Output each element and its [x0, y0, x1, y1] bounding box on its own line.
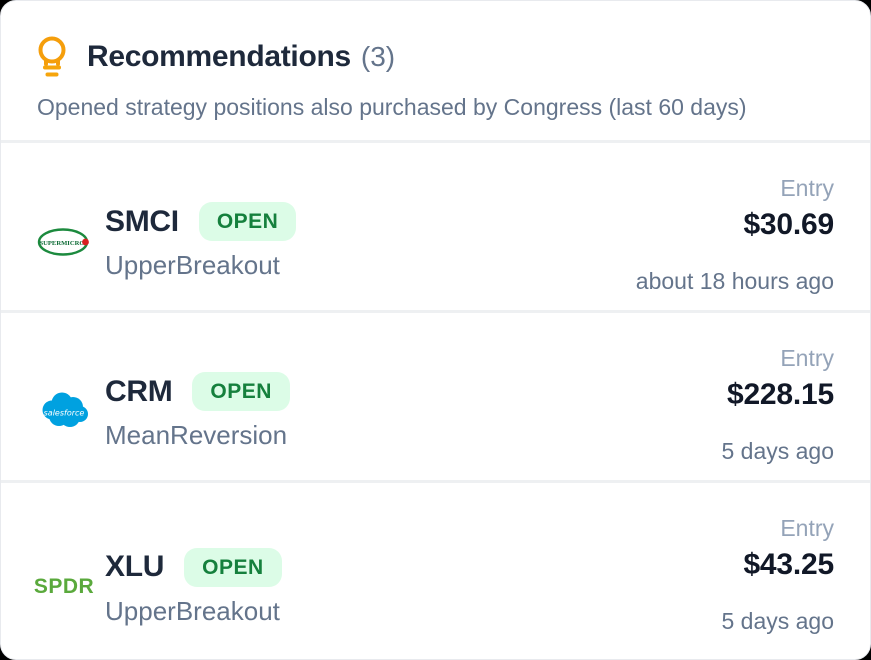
page-title: Recommendations [87, 40, 351, 73]
entry-price: $30.69 [743, 208, 834, 241]
ticker-line: SMCI OPEN [105, 202, 297, 241]
entry-price: $43.25 [743, 548, 834, 581]
divider [1, 140, 870, 143]
card-subtitle: Opened strategy positions also purchased… [37, 94, 747, 120]
row-left: salesforce CRM OPEN MeanReversion [37, 343, 290, 480]
name-block: CRM OPEN MeanReversion [105, 372, 290, 451]
status-badge: OPEN [184, 547, 282, 587]
divider [1, 310, 870, 313]
title-text-group: Recommendations (3) [87, 40, 395, 74]
strategy-name: UpperBreakout [105, 595, 280, 626]
recommendations-count: (3) [360, 41, 396, 72]
divider [1, 480, 870, 483]
row-left: SUPERMICRO SMCI OPEN UpperBreakout [37, 173, 297, 310]
name-block: XLU OPEN UpperBreakout [105, 547, 282, 627]
row-right: Entry $228.15 5 days ago [721, 343, 834, 480]
salesforce-logo: salesforce [37, 390, 91, 434]
time-ago: 5 days ago [721, 608, 834, 634]
strategy-name: UpperBreakout [105, 250, 280, 280]
status-badge: OPEN [198, 202, 297, 241]
recommendation-row-xlu[interactable]: SPDR XLU OPEN UpperBreakout Entry $43.25… [1, 483, 870, 659]
row-right: Entry $30.69 about 18 hours ago [636, 173, 834, 310]
ticker-symbol: SMCI [105, 204, 179, 238]
strategy-name: MeanReversion [105, 420, 288, 450]
name-block: SMCI OPEN UpperBreakout [105, 202, 297, 281]
ticker-line: CRM OPEN [105, 372, 290, 411]
time-ago: 5 days ago [721, 438, 834, 464]
row-left: SPDR XLU OPEN UpperBreakout [33, 513, 282, 659]
entry-price: $228.15 [726, 378, 834, 411]
entry-label: Entry [780, 175, 834, 201]
recommendation-row-crm[interactable]: salesforce CRM OPEN MeanReversion Entry … [1, 313, 870, 480]
entry-label: Entry [780, 345, 834, 371]
svg-text:SUPERMICRO: SUPERMICRO [39, 240, 84, 247]
lightbulb-icon [38, 36, 66, 77]
entry-label: Entry [780, 515, 834, 541]
row-right: Entry $43.25 5 days ago [721, 513, 834, 659]
title-row: Recommendations (3) [37, 35, 834, 79]
ticker-symbol: CRM [105, 374, 173, 408]
card-header: Recommendations (3) Opened strategy posit… [1, 1, 870, 140]
supermicro-logo: SUPERMICRO [37, 224, 91, 260]
svg-text:salesforce: salesforce [44, 408, 85, 417]
recommendation-row-smci[interactable]: SUPERMICRO SMCI OPEN UpperBreakout Entry… [1, 143, 870, 310]
spdr-logo: SPDR [33, 575, 95, 599]
status-badge: OPEN [192, 372, 290, 411]
time-ago: about 18 hours ago [635, 268, 834, 294]
ticker-symbol: XLU [105, 550, 165, 583]
spdr-logo-text: SPDR [33, 575, 95, 598]
ticker-line: XLU OPEN [105, 547, 282, 587]
